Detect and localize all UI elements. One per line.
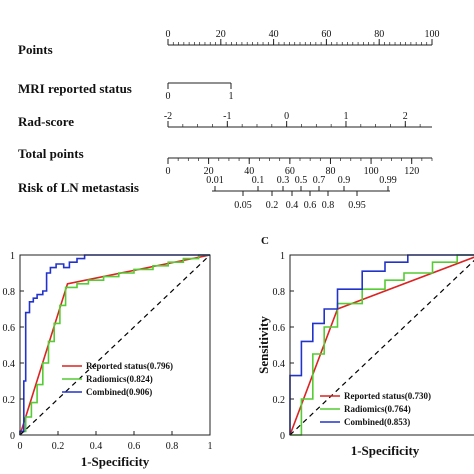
- nomogram-row: MRI reported status 0 1: [18, 81, 234, 102]
- nomogram-row: Total points 0 20 40 60 80 100 120: [18, 146, 433, 177]
- x-axis-label: 1-Specificity: [351, 443, 420, 458]
- legend: Reported status(0.796) Radiomics(0.824) Co…: [62, 361, 173, 397]
- nomogram-tick-label: 0.8: [322, 200, 335, 211]
- x-tick-label: 0.8: [166, 441, 179, 452]
- nomogram-tick-label: 0: [166, 29, 171, 40]
- nomogram-tick-label: 0.9: [338, 175, 351, 186]
- legend-entry-label: Reported status(0.796): [86, 361, 173, 371]
- x-tick-label: 0: [18, 441, 23, 452]
- y-tick-label: 0.8: [3, 287, 16, 298]
- y-tick-label: 0: [10, 431, 15, 442]
- roc-panel: 0 0.2 0.4 0.6 0.8 1 1-Specificity Sensitivity C R…: [256, 235, 474, 458]
- roc-curve: [19, 254, 210, 435]
- legend-entry-label: Radiomics(0.764): [344, 404, 411, 414]
- nomogram-tick-label: 0.2: [266, 200, 279, 211]
- y-tick-label: 0.2: [273, 395, 286, 406]
- nomogram-tick-label: 0.01: [206, 175, 224, 186]
- nomogram-row: Points 0 20 40 60 80 100: [18, 29, 440, 57]
- y-tick-label: 1: [10, 251, 15, 262]
- nomogram-tick-label: 20: [204, 166, 214, 177]
- nomogram-row-label: Points: [18, 42, 53, 57]
- nomogram-tick-label: 2: [403, 111, 408, 122]
- panel-label: C: [261, 235, 269, 247]
- nomogram-tick-label: 0.7: [313, 175, 326, 186]
- roc-curve: [19, 254, 210, 435]
- legend-entry-label: Combined(0.853): [344, 417, 410, 427]
- roc-curve: [19, 254, 211, 436]
- nomogram-tick-label: 0.3: [277, 175, 290, 186]
- nomogram-tick-label: 0.6: [304, 200, 317, 211]
- roc-reference-line: [289, 259, 474, 436]
- nomogram-tick-label: 80: [325, 166, 335, 177]
- y-axis-label: Sensitivity: [256, 316, 271, 374]
- nomogram-row: Rad-score -2 -1 0 1 2: [18, 111, 432, 129]
- nomogram-tick-label: 40: [269, 29, 279, 40]
- nomogram-tick-label: 0.05: [234, 200, 252, 211]
- y-tick-label: 0.6: [3, 323, 16, 334]
- legend-entry-label: Reported status(0.730): [344, 391, 431, 401]
- y-tick-label: 0.4: [3, 359, 16, 370]
- nomogram-tick-label: 0.4: [286, 200, 299, 211]
- nomogram-tick-label: 20: [216, 29, 226, 40]
- nomogram-row: Risk of LN metastasis: [18, 180, 139, 195]
- nomogram-tick-label: 120: [404, 166, 419, 177]
- nomogram-row-label: Rad-score: [18, 114, 74, 129]
- x-tick-label: 1: [208, 441, 213, 452]
- y-tick-label: 0.8: [273, 287, 286, 298]
- nomogram-tick-label: -2: [164, 111, 172, 122]
- nomogram-tick-label: 0.5: [295, 175, 308, 186]
- nomogram-row-label: Total points: [18, 146, 84, 161]
- legend-entry-label: Radiomics(0.824): [86, 374, 153, 384]
- nomogram-tick-label: 60: [285, 166, 295, 177]
- x-tick-label: 0.2: [52, 441, 65, 452]
- nomogram-tick-label: 0: [284, 111, 289, 122]
- nomogram-tick-label: 1: [343, 111, 348, 122]
- roc-curve: [289, 254, 474, 435]
- nomogram-risk-axis: 0.01 0.1 0.3 0.5 0.7 0.9 0.99 0.05 0.2 0.4 0.6 0.8 0…: [206, 175, 397, 211]
- x-tick-label: 0.4: [90, 441, 103, 452]
- x-axis-label: 1-Specificity: [81, 454, 150, 469]
- nomogram-tick-label: 0.99: [379, 175, 397, 186]
- y-tick-label: 0: [280, 431, 285, 442]
- nomogram-tick-label: 80: [374, 29, 384, 40]
- y-tick-label: 0.4: [273, 359, 286, 370]
- plot-frame: [19, 254, 211, 436]
- nomogram-tick-label: 0: [166, 166, 171, 177]
- roc-reference-line: [19, 254, 211, 436]
- nomogram-row-label: MRI reported status: [18, 81, 132, 96]
- legend-entry-label: Combined(0.906): [86, 387, 152, 397]
- nomogram-tick-label: 100: [364, 166, 379, 177]
- nomogram-tick-label: 1: [229, 91, 234, 102]
- nomogram-tick-label: -1: [223, 111, 231, 122]
- x-tick-label: 0.6: [128, 441, 141, 452]
- legend: Reported status(0.730) Radiomics(0.764) Co…: [320, 391, 431, 427]
- roc-panel: 0 0.2 0.4 0.6 0.8 1 0 0.2 0.4 0.6 0.8 1 1-Specificit…: [3, 251, 213, 469]
- plot-frame: [289, 254, 474, 436]
- y-tick-label: 0.6: [273, 323, 286, 334]
- y-tick-label: 0.2: [3, 395, 16, 406]
- nomogram-tick-label: 0.1: [252, 175, 265, 186]
- nomogram-tick-label: 100: [425, 29, 440, 40]
- y-tick-label: 1: [280, 251, 285, 262]
- nomogram-tick-label: 60: [321, 29, 331, 40]
- nomogram-tick-label: 0: [166, 91, 171, 102]
- nomogram-tick-label: 0.95: [348, 200, 366, 211]
- nomogram-tick-label: 40: [244, 166, 254, 177]
- roc-curve: [290, 254, 474, 436]
- nomogram-row-label: Risk of LN metastasis: [18, 180, 139, 195]
